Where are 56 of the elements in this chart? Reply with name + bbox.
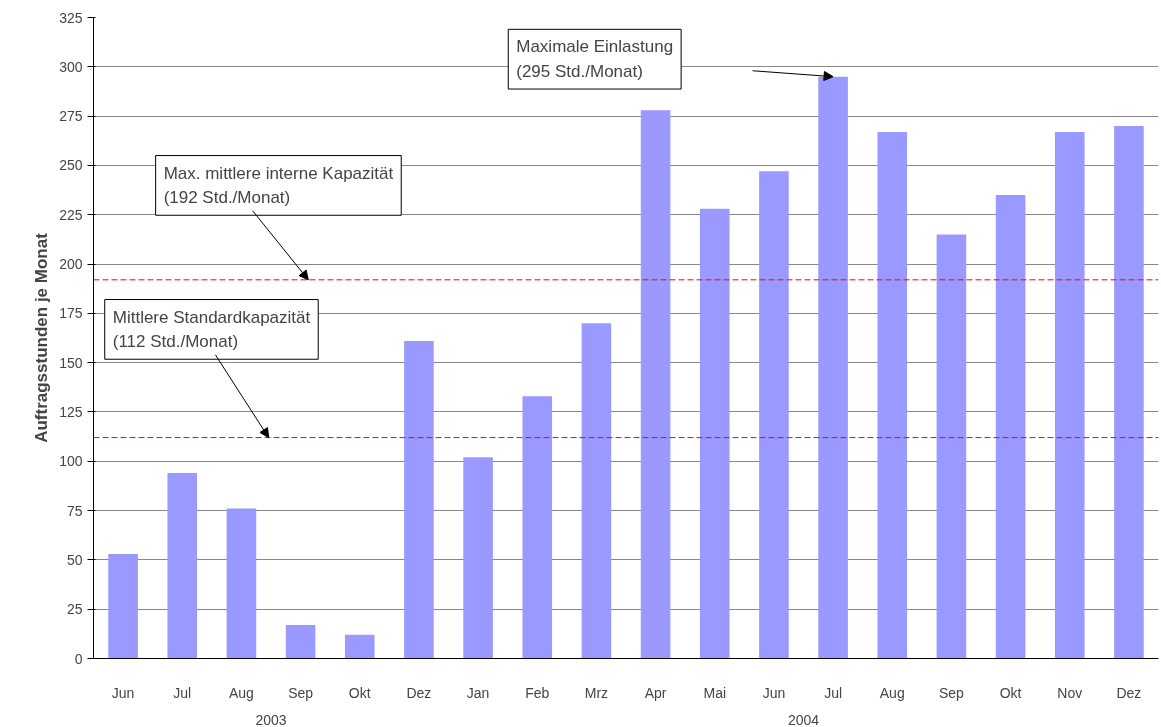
y-tick-label: 150 [59,354,83,371]
x-tick-label: Jun [111,684,135,701]
bar [640,110,671,659]
y-tick-label: 300 [59,58,83,75]
x-tick-label: Dez [406,684,432,701]
x-tick-label: Sep [938,684,965,701]
x-tick-label: Nov [1057,684,1083,701]
annotation: Maximale Einlastung (295 Std./Monat) [516,37,674,82]
y-tick-label: 75 [66,502,83,519]
y-tick-label: 200 [59,256,83,273]
y-tick-label: 100 [59,453,83,470]
bar [522,396,553,659]
bar [404,340,434,659]
y-axis-title: Auftragsstunden je Monat [32,232,52,443]
y-tick-label: 225 [59,206,83,223]
x-tick-label: Aug [228,684,254,701]
y-tick-label: 275 [59,108,83,125]
x-tick-label: Jun [762,684,786,701]
bar [1114,125,1144,659]
bar [226,508,257,659]
x-tick-label: Sep [288,684,314,701]
y-tick-label: 25 [66,601,83,618]
bar [108,553,138,659]
bar [581,323,612,659]
bar [877,131,908,659]
y-tick-label: 0 [74,650,83,667]
bar [167,473,198,659]
x-tick-label: Mrz [584,684,609,701]
x-tick-label: Okt [348,684,371,701]
x-tick-label: Feb [525,684,550,701]
x-tick-label: Apr [644,684,667,701]
bar [1054,131,1085,659]
x-tick-label: Jan [466,684,490,701]
y-tick-label: 125 [59,403,83,420]
text: 2004 [787,711,820,727]
ref-line-label: Mittlere Standardkapazität (112 Std./Monat) [112,307,311,352]
bar [344,634,375,659]
y-tick-label: 325 [59,9,83,26]
y-tick-label: 50 [66,551,83,568]
x-tick-label: Jul [173,684,192,701]
bar [936,234,967,659]
bar [285,624,316,659]
x-tick-label: Mai [703,684,727,701]
x-tick-label: Dez [1116,684,1142,701]
bar [463,457,493,659]
bar [759,171,789,659]
y-tick-label: 175 [59,305,83,322]
y-tick-label: 250 [59,157,83,174]
x-tick-label: Okt [999,684,1022,701]
bar [995,195,1026,659]
bar [699,208,730,659]
text: 2003 [255,711,287,727]
x-tick-label: Aug [879,684,905,701]
ref-line-label: Max. mittlere interne Kapazität (192 Std./Monat) [163,163,394,208]
x-tick-label: Jul [824,684,843,701]
bar [818,76,848,659]
